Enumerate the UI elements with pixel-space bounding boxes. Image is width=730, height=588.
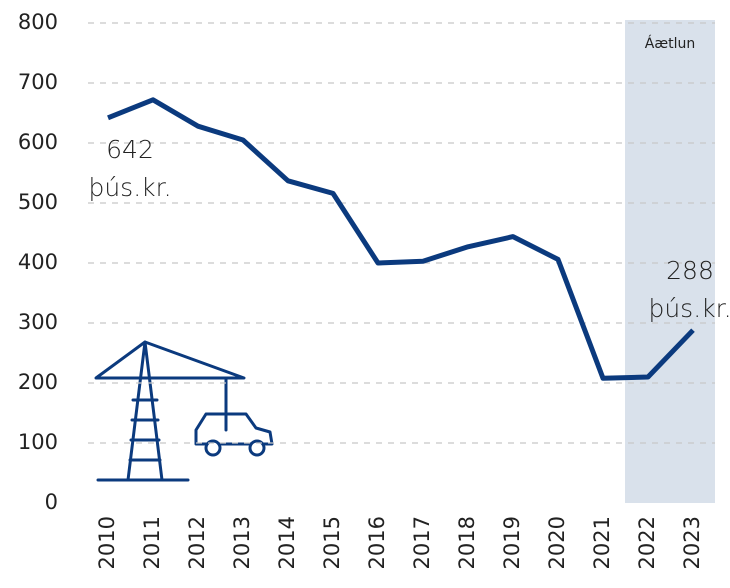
x-tick-label: 2016 (365, 516, 389, 569)
x-tick-label: 2013 (230, 516, 254, 569)
data-line (107, 97, 695, 381)
x-tick-label: 2012 (185, 516, 209, 569)
pylon-car-icon (94, 340, 274, 482)
y-tick-label: 800 (18, 10, 58, 34)
y-tick-label: 0 (45, 490, 58, 514)
x-tick-label: 2023 (680, 516, 704, 569)
forecast-region (625, 20, 715, 503)
y-tick-label: 200 (18, 370, 58, 394)
annotation: þús.kr. (648, 294, 730, 323)
y-tick-label: 300 (18, 310, 58, 334)
y-tick-label: 500 (18, 190, 58, 214)
forecast-label: Áætlun (645, 35, 695, 52)
x-tick-label: 2011 (140, 516, 164, 569)
x-tick-label: 2021 (590, 516, 614, 569)
x-tick-label: 2017 (410, 516, 434, 569)
annotation: 642 (106, 135, 154, 164)
x-tick-label: 2014 (275, 516, 299, 569)
y-tick-label: 100 (18, 430, 58, 454)
x-tick-label: 2022 (635, 516, 659, 569)
x-tick-label: 2020 (545, 516, 569, 569)
x-tick-label: 2015 (320, 516, 344, 569)
annotation: 288 (666, 256, 714, 285)
x-tick-label: 2010 (95, 516, 119, 569)
annotation: þús.kr. (88, 173, 171, 202)
y-tick-label: 700 (18, 70, 58, 94)
x-tick-label: 2019 (500, 516, 524, 569)
x-tick-label: 2018 (455, 516, 479, 569)
y-tick-label: 400 (18, 250, 58, 274)
y-tick-label: 600 (18, 130, 58, 154)
